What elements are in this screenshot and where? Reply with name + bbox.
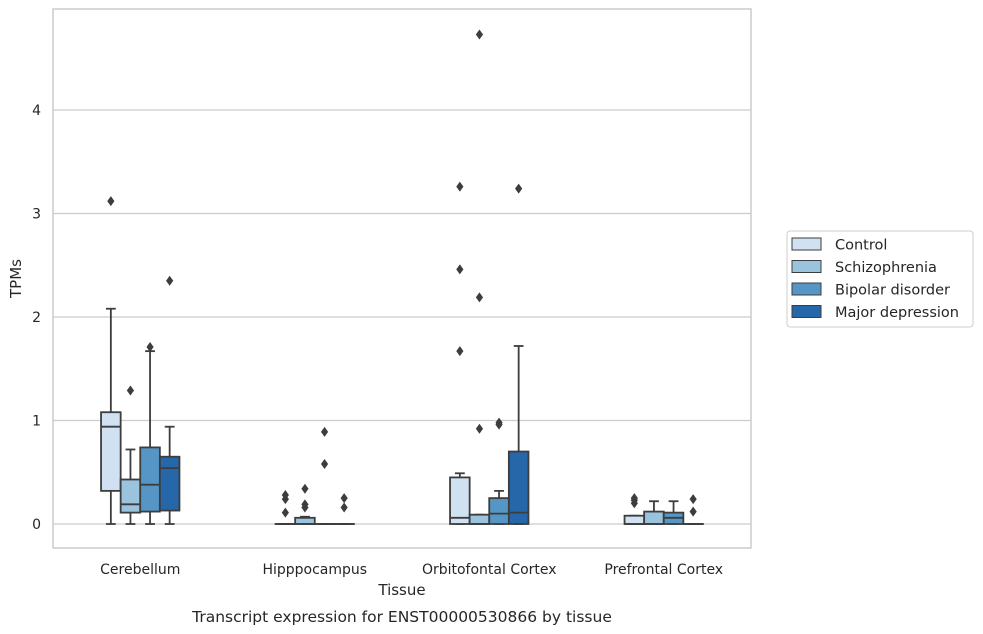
box-mark	[100, 196, 122, 525]
legend-swatch	[791, 260, 822, 273]
box-body	[158, 455, 181, 512]
box-body	[449, 476, 471, 525]
series-group	[139, 342, 685, 525]
legend-swatch	[791, 237, 822, 251]
outlier-point	[689, 494, 697, 505]
y-tick-label: 1	[32, 414, 41, 430]
outlier-point	[166, 275, 174, 286]
box-body	[623, 514, 646, 525]
box-body	[643, 510, 665, 525]
series-group	[100, 181, 646, 525]
y-tick-label: 2	[32, 310, 41, 326]
x-axis-label: Tissue	[377, 581, 425, 599]
x-axis-ticks: Cerebellum Hipppocampus Orbitofontal Corte…	[100, 562, 723, 578]
box-body	[294, 516, 316, 525]
x-tick-label: Cerebellum	[100, 562, 180, 578]
series-group	[158, 183, 704, 525]
x-tick-label: Orbitofontal Cortex	[422, 562, 557, 578]
outlier-point	[281, 490, 289, 501]
box-body	[468, 513, 491, 525]
outlier-point	[495, 417, 503, 428]
series-group	[119, 29, 665, 525]
box-mark	[643, 500, 665, 525]
box-body	[100, 411, 122, 492]
box-mark	[662, 500, 685, 525]
outlier-point	[456, 181, 464, 192]
box-mark	[313, 426, 336, 525]
outlier-point	[456, 264, 464, 275]
chart-caption: Transcript expression for ENST0000053086…	[191, 608, 612, 626]
box-mark	[507, 183, 530, 525]
box-mark	[333, 493, 355, 525]
box-mark	[488, 417, 510, 525]
outlier-point	[630, 493, 638, 504]
box-mark	[158, 275, 181, 525]
outlier-point	[340, 502, 348, 513]
box-body	[488, 497, 510, 525]
y-axis-ticks: 0 1 2 3 4	[32, 103, 41, 533]
box-mark	[294, 483, 316, 525]
legend-label: Major depression	[835, 305, 959, 321]
legend-label: Control	[835, 238, 887, 254]
legend-label: Bipolar disorder	[835, 283, 950, 299]
outlier-point	[340, 493, 348, 504]
box-mark	[274, 490, 297, 525]
box-mark	[449, 181, 471, 525]
outlier-point	[475, 423, 484, 434]
outlier-point	[456, 346, 464, 357]
box-mark	[468, 29, 491, 525]
box-body	[507, 450, 530, 525]
legend: Control Schizophrenia Bipolar disorder Majo…	[786, 230, 974, 328]
outlier-point	[320, 426, 329, 437]
y-tick-label: 4	[32, 103, 41, 119]
outlier-point	[475, 29, 484, 40]
x-tick-label: Hipppocampus	[262, 562, 367, 578]
box-mark	[119, 385, 142, 525]
box-mark	[139, 342, 161, 525]
box-plot-area	[100, 29, 704, 525]
box-body	[119, 478, 142, 514]
outlier-point	[107, 196, 115, 207]
x-tick-label: Prefrontal Cortex	[604, 562, 723, 578]
legend-frame	[786, 230, 974, 328]
outlier-point	[320, 458, 329, 469]
y-axis-label: TPMs	[7, 259, 25, 299]
outlier-point	[301, 483, 309, 494]
box-body	[139, 446, 161, 513]
outlier-point	[301, 499, 309, 510]
box-mark	[623, 493, 646, 525]
outlier-point	[281, 507, 289, 518]
plot-frame	[52, 8, 752, 549]
outlier-point	[146, 342, 154, 353]
y-tick-label: 0	[32, 517, 41, 533]
box-mark	[682, 494, 704, 525]
y-tick-label: 3	[32, 207, 41, 223]
outlier-point	[515, 183, 523, 194]
outlier-point	[126, 385, 135, 396]
legend-swatch	[791, 305, 822, 318]
outlier-point	[475, 292, 484, 303]
legend-label: Schizophrenia	[835, 260, 937, 276]
legend-swatch	[791, 282, 822, 296]
outlier-point	[689, 506, 697, 517]
